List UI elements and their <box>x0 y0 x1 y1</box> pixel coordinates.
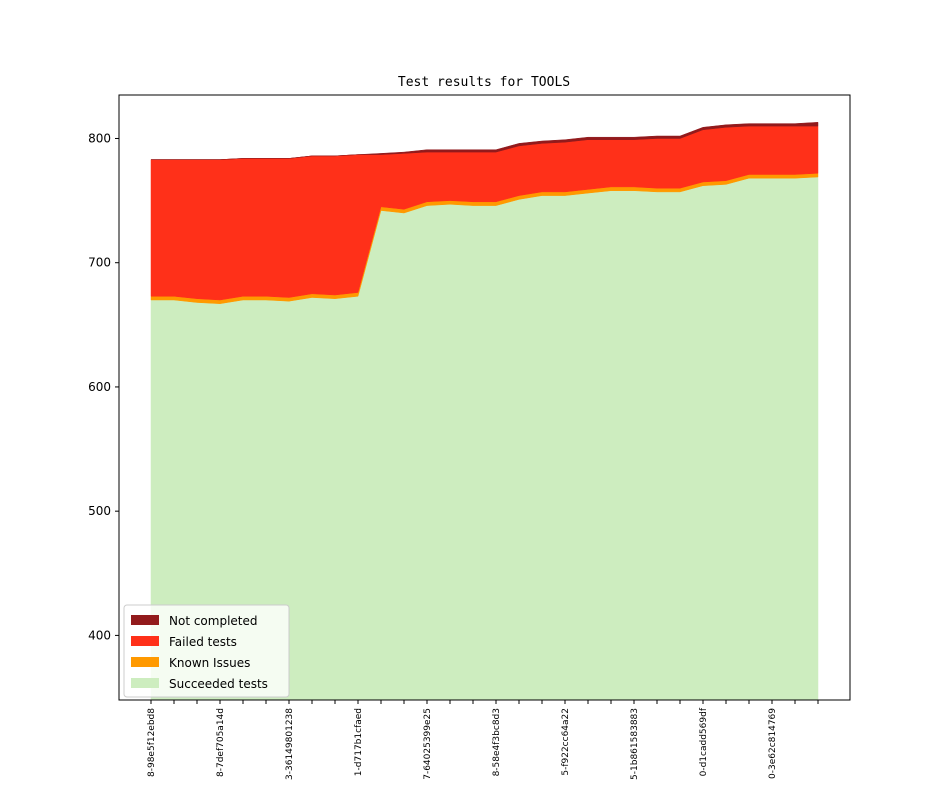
x-tick-label: 5-f922cc64a22 <box>561 708 571 776</box>
plot-frame <box>118 94 851 701</box>
legend-swatch <box>131 615 159 625</box>
y-tick-label: 700 <box>88 256 111 270</box>
x-tick-label: 0-d1cadd569df <box>699 707 709 776</box>
legend-box <box>123 604 290 698</box>
legend-label: Known Issues <box>169 656 250 670</box>
y-tick-label: 500 <box>88 504 111 518</box>
x-tick-label: 1-d717b1cfaed <box>354 708 364 776</box>
x-tick-label: 0-3e62c814769 <box>768 708 778 779</box>
y-tick-label: 400 <box>88 628 111 642</box>
legend-label: Succeeded tests <box>169 677 268 691</box>
legend-swatch <box>131 657 159 667</box>
legend-swatch <box>131 678 159 688</box>
x-tick-label: 8-98e5f12ebd8 <box>147 708 157 777</box>
y-tick-label: 600 <box>88 380 111 394</box>
legend-swatch <box>131 636 159 646</box>
area <box>151 122 819 160</box>
x-tick-label: 8-58e4f3bc8d3 <box>492 708 502 776</box>
x-tick-label: 3-36149801238 <box>285 708 295 780</box>
chart-title: Test results for TOOLS <box>398 75 570 90</box>
x-tick-label: 8-7def705a14d <box>216 708 226 777</box>
y-tick-label: 800 <box>88 131 111 145</box>
legend-label: Not completed <box>169 614 258 628</box>
legend: Not completed Failed tests Known Issues Suc… <box>123 604 290 698</box>
x-tick-label: 7-64025399e25 <box>423 708 433 780</box>
legend-label: Failed tests <box>169 635 237 649</box>
x-tick-label: 5-1b861583883 <box>630 708 640 780</box>
